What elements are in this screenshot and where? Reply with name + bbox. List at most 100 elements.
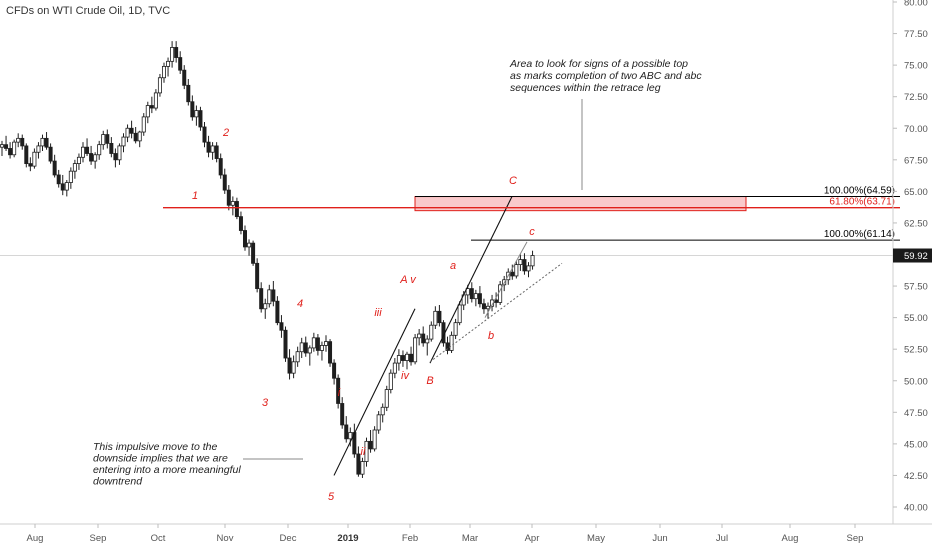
candle: [242, 225, 247, 251]
candle: [307, 345, 312, 366]
candle: [222, 168, 227, 194]
time-tick-label: Aug: [27, 533, 44, 544]
price-tick-label: 57.50: [904, 282, 928, 293]
trendline-b-to-c: [484, 241, 528, 318]
candle: [514, 260, 519, 279]
candle: [319, 341, 324, 361]
time-tick-label: Apr: [525, 533, 540, 544]
price-tick-label: 40.00: [904, 503, 928, 514]
candle: [0, 140, 4, 157]
candle: [457, 301, 462, 326]
candle: [153, 89, 158, 111]
time-tick-label: Dec: [280, 533, 297, 544]
time-tick-label: Jun: [652, 533, 667, 544]
candle: [522, 253, 527, 275]
time-tick-label: Oct: [151, 533, 166, 544]
candle: [340, 397, 345, 429]
time-tick-label: Feb: [402, 533, 418, 544]
candle: [89, 145, 94, 165]
candle: [32, 148, 37, 169]
candle: [20, 134, 25, 150]
candle: [121, 133, 126, 153]
candle: [44, 132, 49, 150]
time-tick-label: Nov: [217, 533, 234, 544]
trendline-B-to-C: [429, 196, 513, 364]
wave-label: A v: [399, 274, 417, 286]
fib-levels: 100.00%(64.59)61.80%(63.71) 100.00%(61.14…: [163, 186, 900, 241]
candle: [60, 174, 65, 196]
candle: [429, 321, 434, 342]
candle: [437, 305, 442, 327]
candle: [364, 437, 369, 467]
note-top-line: sequences within the retrace leg: [510, 82, 661, 94]
price-axis[interactable]: 80.00 77.50 75.00 72.50 70.00 67.50 65.00 62.50…: [893, 0, 932, 514]
price-tick-label: 42.50: [904, 471, 928, 482]
candle: [81, 142, 86, 163]
wave-label: iii: [374, 307, 382, 319]
price-tick-label: 62.50: [904, 218, 928, 229]
candle: [469, 282, 474, 303]
candle: [234, 197, 239, 220]
candle: [230, 196, 235, 216]
candle: [344, 416, 349, 443]
time-axis[interactable]: Aug Sep Oct Nov Dec 2019 Feb Mar Apr May Jun Jul Aug…: [27, 524, 864, 544]
price-tick-label: 70.00: [904, 124, 928, 135]
time-tick-label: 2019: [337, 533, 358, 544]
candle: [283, 326, 288, 362]
target-zone: [414, 196, 747, 212]
candle: [259, 282, 264, 313]
fib-label: 100.00%(64.59): [824, 186, 895, 197]
candle: [190, 95, 195, 121]
candle: [109, 137, 114, 158]
wave-label: 4: [297, 298, 303, 310]
candle: [360, 457, 365, 478]
candle: [93, 152, 98, 169]
candle: [267, 284, 272, 308]
candle: [336, 374, 341, 409]
wave-label: a: [450, 260, 456, 272]
candle: [287, 349, 292, 380]
candle: [481, 298, 486, 314]
note-bottom-line: This impulsive move to the: [93, 441, 217, 453]
last-price-tag: [893, 248, 932, 263]
candle: [271, 281, 276, 307]
candle: [445, 336, 450, 355]
candle: [68, 167, 73, 189]
wave-label: 5: [328, 491, 335, 503]
candle: [295, 346, 300, 367]
candle: [210, 142, 215, 160]
price-tick-label: 47.50: [904, 408, 928, 419]
candle: [376, 411, 381, 434]
wave-label: iv: [401, 370, 410, 382]
candle: [392, 358, 397, 379]
candle: [263, 298, 268, 319]
candle: [368, 429, 373, 453]
wave-label: c: [529, 226, 535, 238]
price-tick-label: 67.50: [904, 155, 928, 166]
price-tick-label: 65.00: [904, 187, 928, 198]
note-bottom-line: entering into a more meaningful: [93, 464, 241, 476]
time-tick-label: Sep: [90, 533, 107, 544]
trendline-5-to-A: [333, 308, 416, 476]
candle: [218, 153, 223, 179]
time-tick-label: Mar: [462, 533, 478, 544]
candle: [101, 130, 106, 150]
candle: [255, 258, 260, 293]
candle: [170, 41, 175, 68]
candle: [214, 142, 219, 163]
candle: [323, 335, 328, 352]
candle: [247, 239, 252, 256]
candle: [518, 254, 523, 271]
wave-label: b: [488, 330, 494, 342]
last-price-label: 59.92: [904, 251, 928, 262]
candle: [413, 334, 418, 365]
candle: [303, 336, 308, 357]
candle: [166, 57, 171, 77]
candle: [453, 318, 458, 340]
candle: [465, 284, 470, 304]
candle: [372, 426, 377, 452]
note-bottom-line: downtrend: [93, 476, 143, 488]
